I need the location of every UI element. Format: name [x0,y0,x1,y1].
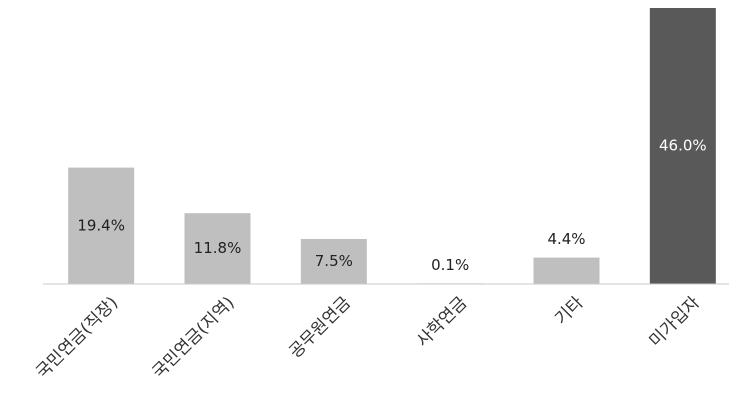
x-tick-label: 사학연금 [413,293,471,351]
bar [300,239,367,284]
bar [68,167,135,284]
data-label: 4.4% [547,230,585,248]
data-label: 19.4% [77,216,125,234]
bar [184,213,251,284]
bar [649,8,716,284]
x-tick-label: 국민연금(지역) [149,293,239,383]
data-label: 46.0% [659,137,707,155]
x-tick-label: 공무원연금 [285,293,354,362]
x-tick-label: 기타 [551,293,588,330]
data-label: 11.8% [194,239,242,257]
data-label: 0.1% [431,256,469,274]
bar [533,257,600,284]
x-tick-label: 미가입자 [646,293,705,352]
x-tick-label: 국민연금(직장) [32,293,122,383]
data-label: 7.5% [315,252,353,270]
